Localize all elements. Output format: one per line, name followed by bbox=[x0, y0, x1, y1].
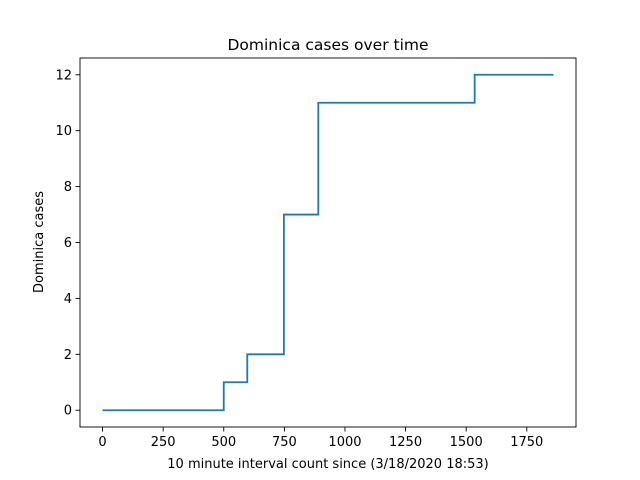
y-tick-label-5: 10 bbox=[55, 124, 72, 139]
series-line-0 bbox=[102, 73, 554, 412]
chart-title: Dominica cases over time bbox=[227, 36, 428, 54]
x-tick-label-7: 1750 bbox=[510, 435, 543, 450]
y-tick-label-1: 2 bbox=[64, 348, 72, 363]
x-tick-label-4: 1000 bbox=[328, 435, 361, 450]
y-tick-label-4: 8 bbox=[64, 180, 72, 195]
x-tick-label-2: 500 bbox=[211, 435, 236, 450]
x-tick-label-1: 250 bbox=[151, 435, 176, 450]
x-tick-label-5: 1250 bbox=[389, 435, 422, 450]
plot-area: 0 250 500 750 1000 1250 1500 1750 0 2 4 6 8 10 12 bbox=[55, 57, 577, 450]
x-tick-label-3: 750 bbox=[272, 435, 297, 450]
y-axis-label: Dominica cases bbox=[32, 191, 47, 293]
y-tick-label-3: 6 bbox=[64, 236, 72, 251]
y-tick-label-0: 0 bbox=[64, 404, 72, 419]
x-tick-label-0: 0 bbox=[98, 435, 106, 450]
y-tick-label-6: 12 bbox=[55, 68, 72, 83]
axes-frame bbox=[79, 57, 577, 428]
x-tick-label-6: 1500 bbox=[450, 435, 483, 450]
y-tick-label-2: 4 bbox=[64, 292, 72, 307]
x-axis-label: 10 minute interval count since (3/18/202… bbox=[167, 457, 488, 472]
